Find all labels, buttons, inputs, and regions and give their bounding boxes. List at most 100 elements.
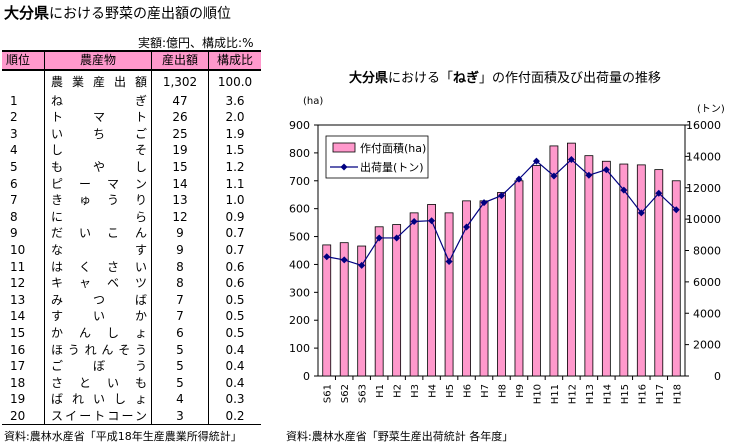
source-right: 資料:農林水産省「野菜生産出荷統計 各年度」: [286, 430, 514, 443]
table-row: 19 ばれいしょ 4 0.3: [2, 391, 261, 408]
chart-title-rest: における「: [388, 71, 454, 86]
value-cell: 26: [151, 109, 209, 126]
table-row: 3 いちご 25 1.9: [2, 125, 261, 143]
bar: [636, 164, 646, 377]
line-point: [532, 157, 540, 165]
line-point: [410, 217, 418, 225]
name-cell: いちご: [44, 125, 152, 143]
legend-bar-swatch: [332, 142, 356, 153]
name-cell: ばれいしょ: [44, 391, 152, 408]
value-cell: 7: [151, 308, 209, 325]
name-cell: トマト: [44, 109, 152, 126]
line-point: [445, 257, 453, 265]
ratio-cell: 0.4: [208, 341, 261, 359]
right-tick-label: 16000: [686, 119, 721, 132]
bar: [409, 212, 419, 377]
header-rank: 順位: [2, 50, 45, 71]
rank-cell: 9: [10, 226, 18, 241]
value-cell: 5: [151, 358, 209, 375]
ratio-cell: 1.5: [208, 142, 261, 159]
line-point: [515, 175, 523, 183]
name-cell: なす: [44, 241, 152, 259]
ratio-cell: 0.5: [208, 291, 261, 309]
name-cell: ピーマン: [44, 175, 152, 193]
rank-cell: 6: [10, 176, 18, 191]
header-ratio: 構成比: [208, 50, 261, 71]
right-tick-label: 10000: [686, 213, 721, 226]
x-tick-label: H4: [428, 384, 439, 398]
bar: [444, 212, 454, 377]
line-point: [428, 217, 436, 225]
ratio-cell: 0.2: [208, 407, 261, 426]
ratio-cell: 1.0: [208, 192, 261, 209]
value-cell: 9: [151, 225, 209, 242]
line-point: [480, 199, 488, 207]
line-point: [550, 172, 558, 180]
ratio-cell: 0.4: [208, 374, 261, 392]
bar: [462, 200, 471, 377]
rank-cell: 14: [10, 309, 26, 324]
table-row: 11 はくさい 8 0.6: [2, 258, 261, 276]
value-cell: 14: [151, 175, 209, 193]
ratio-cell: 0.6: [208, 258, 261, 276]
line-point: [498, 192, 505, 200]
value-cell: 12: [151, 208, 209, 226]
ratio-cell: 1.9: [208, 125, 261, 143]
left-tick-label: 0: [303, 370, 310, 383]
chart-title-prefecture: 大分県: [349, 71, 389, 86]
table-row: 7 きゅうり 13 1.0: [2, 192, 261, 209]
ratio-cell: 0.5: [208, 324, 261, 342]
table-row: 12 キャベツ 8 0.6: [2, 275, 261, 292]
total-ratio: 100.0: [208, 69, 261, 93]
x-tick-label: H1: [375, 384, 386, 398]
legend-line-marker: [340, 163, 348, 171]
ranking-table-body: 農業産出額 1,302 100.0 1 ねぎ 47 3.6 2 トマト 26 2.0 3 いちご 2…: [2, 69, 261, 426]
x-tick-label: H8: [498, 384, 509, 398]
table-row: 20 スイートコーン 3 0.2: [2, 407, 261, 426]
left-tick-label: 200: [289, 314, 310, 327]
ratio-cell: 1.2: [208, 158, 261, 176]
x-tick-label: H6: [463, 384, 474, 398]
x-tick-label: S63: [358, 384, 369, 403]
bar: [654, 169, 664, 377]
rank-cell: 5: [10, 159, 18, 174]
right-axis-label: (トン): [697, 104, 725, 115]
rank-cell: 20: [2, 407, 45, 426]
bar: [514, 180, 524, 377]
value-cell: 7: [151, 291, 209, 309]
ratio-cell: 0.7: [208, 225, 261, 242]
x-tick-label: H13: [585, 384, 596, 404]
value-cell: 6: [151, 324, 209, 342]
name-cell: スイートコーン: [44, 407, 152, 426]
value-cell: 8: [151, 258, 209, 276]
bar: [497, 192, 506, 377]
table-row: 18 さといも 5 0.4: [2, 374, 261, 392]
total-name: 農業産出額: [44, 69, 152, 93]
x-tick-label: H18: [672, 384, 683, 404]
bar: [532, 165, 541, 377]
rank-cell: 8: [10, 209, 18, 224]
bar: [601, 160, 611, 377]
rank-cell: 13: [10, 292, 26, 307]
left-title: 大分県における野菜の産出額の順位: [4, 2, 231, 23]
table-row: 4 しそ 19 1.5: [2, 142, 261, 159]
bar: [671, 180, 681, 377]
line-point: [602, 166, 610, 174]
chart-title-end: 」の作付面積及び出荷量の推移: [479, 71, 662, 86]
table-row: 17 ごぼう 5 0.4: [2, 358, 261, 375]
ratio-cell: 2.0: [208, 109, 261, 126]
rank-cell: 17: [10, 359, 26, 374]
ranking-table: 順位 農産物 産出額 構成比 農業産出額 1,302 100.0 1 ねぎ 47 3.…: [2, 50, 261, 426]
x-tick-label: S61: [323, 384, 334, 403]
table-row: 14 すいか 7 0.5: [2, 308, 261, 325]
header-name: 農産物: [44, 50, 152, 71]
chart-title-item: ねぎ: [453, 71, 480, 86]
rank-cell: 7: [10, 193, 18, 208]
name-cell: キャベツ: [44, 275, 152, 292]
left-axis-label: (ha): [303, 96, 323, 107]
table-row: 5 もやし 15 1.2: [2, 158, 261, 176]
name-cell: ほうれんそう: [44, 341, 152, 359]
left-tick-label: 500: [289, 231, 310, 244]
table-row: 2 トマト 26 2.0: [2, 109, 261, 126]
